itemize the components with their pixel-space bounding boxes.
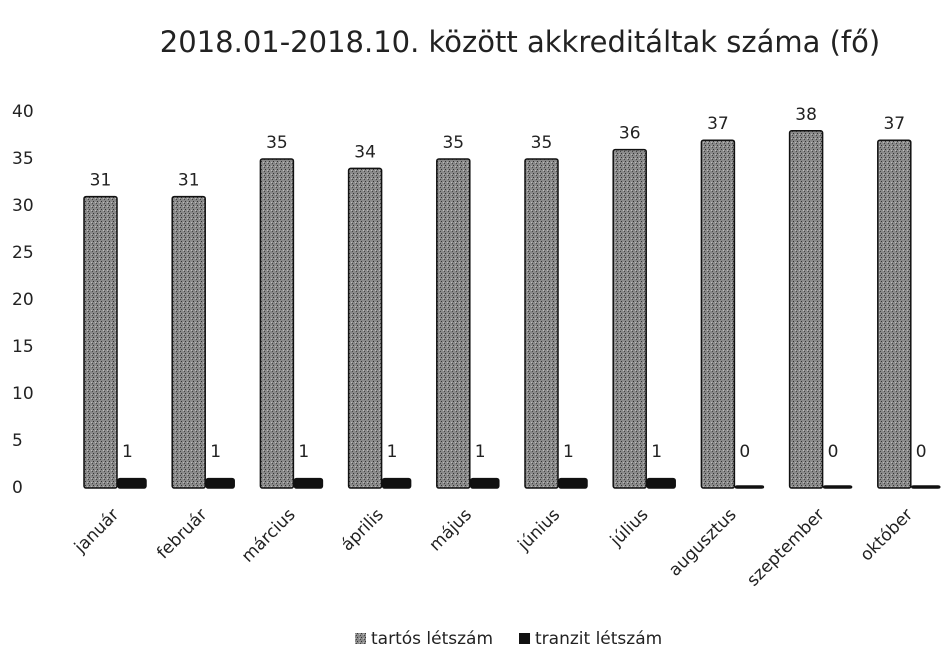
data-label: 35 [531, 133, 553, 153]
data-label: 35 [266, 133, 288, 153]
x-tick-label: január [70, 505, 123, 558]
bar [259, 158, 295, 489]
y-tick-label: 10 [12, 384, 34, 404]
data-label: 37 [883, 114, 905, 134]
chart-title: 2018.01-2018.10. között akkreditáltak sz… [160, 25, 880, 59]
bar [293, 477, 324, 489]
y-tick-label: 30 [12, 196, 34, 216]
bar [171, 195, 206, 489]
data-label: 35 [442, 133, 464, 153]
x-tick-label: augusztus [665, 505, 741, 581]
y-tick-label: 25 [12, 243, 34, 263]
bar [381, 477, 412, 489]
x-tick-label: június [514, 505, 565, 556]
bar [436, 158, 471, 489]
bar [700, 139, 736, 489]
y-tick-label: 0 [12, 478, 23, 498]
bar [558, 477, 588, 489]
data-label: 37 [707, 114, 729, 134]
y-tick-label: 5 [12, 431, 23, 451]
y-tick-label: 15 [12, 337, 34, 357]
legend-swatch [519, 633, 531, 644]
data-label: 36 [619, 124, 641, 144]
data-label: 31 [90, 171, 112, 191]
data-label: 31 [178, 171, 200, 191]
legend-label: tartós létszám [371, 629, 493, 649]
data-label: 1 [475, 442, 486, 462]
bar [347, 167, 383, 489]
x-tick-label: július [606, 505, 652, 551]
bar [83, 195, 118, 489]
data-label: 34 [354, 142, 376, 162]
bar [205, 477, 235, 489]
data-label: 1 [651, 442, 662, 462]
x-tick-label: október [856, 505, 917, 566]
x-tick-label: április [337, 505, 387, 555]
data-label: 1 [563, 442, 574, 462]
bar [911, 485, 941, 489]
x-tick-label: szeptember [743, 505, 829, 591]
data-label: 1 [210, 442, 221, 462]
bar [822, 485, 853, 489]
data-label: 0 [739, 442, 750, 462]
bar [788, 130, 824, 489]
data-label: 0 [916, 442, 927, 462]
data-label: 38 [795, 105, 817, 125]
legend-label: tranzit létszám [535, 629, 662, 649]
y-tick-label: 20 [12, 290, 34, 310]
data-label: 1 [387, 442, 398, 462]
bar [117, 477, 147, 489]
bar [470, 477, 500, 489]
y-tick-label: 35 [12, 149, 34, 169]
bar [612, 148, 647, 489]
data-label: 1 [298, 442, 309, 462]
data-label: 1 [122, 442, 133, 462]
legend-swatch [355, 633, 366, 644]
x-tick-label: március [238, 505, 300, 567]
bar [877, 139, 912, 489]
y-tick-label: 40 [12, 102, 34, 122]
bar [524, 158, 559, 489]
x-tick-label: május [426, 505, 477, 556]
x-tick-label: február [153, 505, 211, 563]
bar [734, 485, 765, 489]
bar [646, 477, 676, 489]
data-label: 0 [828, 442, 839, 462]
